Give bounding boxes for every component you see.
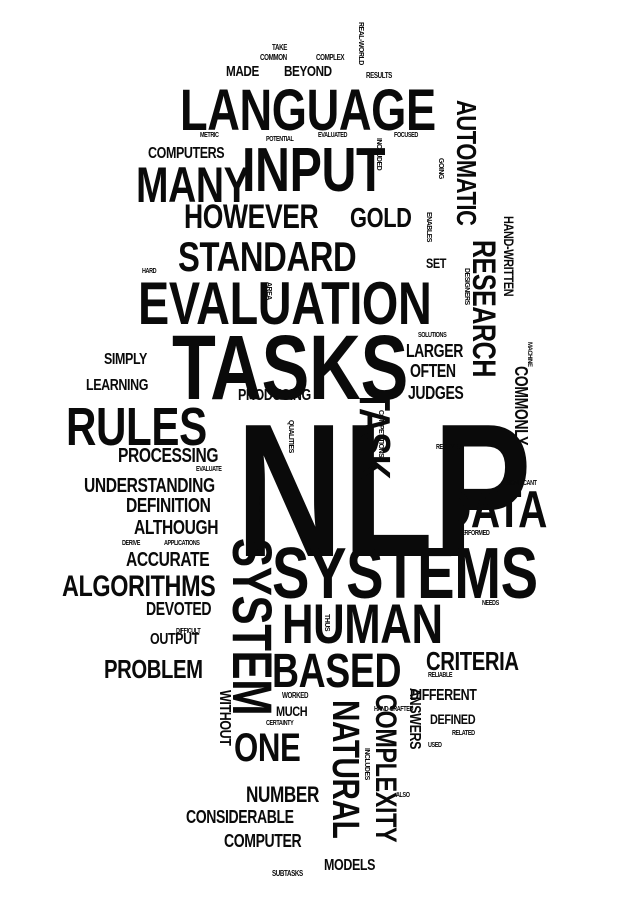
word-computer: COMPUTER (224, 831, 302, 851)
word-without: WITHOUT (216, 690, 233, 746)
word-systems: SYSTEMS (272, 534, 538, 614)
word-processing: PROCESSING (118, 445, 219, 467)
word-models: MODELS (324, 857, 376, 874)
word-worked: WORKED (282, 691, 309, 700)
word-language: LANGUAGE (180, 78, 436, 143)
word-automatic: AUTOMATIC (451, 100, 482, 226)
word-human: HUMAN (282, 592, 443, 655)
word-included: INCLUDED (375, 138, 382, 171)
word-defined: DEFINED (430, 711, 476, 727)
word-often: OFTEN (410, 361, 456, 381)
word-algorithms: ALGORITHMS (62, 570, 216, 603)
word-definition: DEFINITION (126, 495, 211, 517)
word-tasks: TASKS (172, 317, 408, 419)
word-although: ALTHOUGH (134, 517, 219, 539)
word-considerable: CONSIDERABLE (186, 807, 294, 827)
word-solutions: SOLUTIONS (418, 332, 447, 339)
word-complex: COMPLEX (316, 53, 345, 62)
word-larger: LARGER (406, 341, 463, 361)
word-accurate: ACCURATE (126, 549, 210, 571)
word-also: ALSO (396, 792, 410, 799)
word-significant: SIGNIFICANT (506, 480, 537, 487)
word-made: MADE (226, 63, 259, 80)
word-going: GOING (437, 158, 444, 179)
word-task: TASK (350, 390, 399, 480)
word-focused: FOCUSED (394, 132, 418, 139)
word-evaluation: EVALUATION (138, 270, 432, 337)
word-performed: PERFORMED (458, 530, 490, 537)
word-number: NUMBER (246, 782, 319, 807)
word-enables: ENABLES (425, 212, 432, 242)
word-solving: SOLVING (257, 496, 264, 524)
word-hand-written: HAND-WRITTEN (501, 216, 517, 297)
word-hard: HARD (142, 268, 157, 275)
word-metric: METRIC (200, 132, 219, 139)
word-needs: NEEDS (482, 600, 499, 607)
word-area: AREA (265, 282, 272, 300)
word-hand-crafted: HAND-CRAFTED (374, 706, 413, 713)
word-understanding: UNDERSTANDING (84, 475, 215, 497)
word-applications: APPLICATIONS (164, 540, 200, 547)
word-take: TAKE (272, 43, 287, 52)
word-machine: MACHINE (526, 342, 532, 367)
word-gold: GOLD (350, 202, 412, 233)
word-rules: RULES (66, 397, 207, 457)
word-derive: DERIVE (122, 540, 140, 547)
word-problem: PROBLEM (104, 654, 203, 684)
word-different: DIFFERENT (410, 687, 477, 704)
word-producing: PRODUCING (238, 387, 311, 404)
word-used: USED (428, 742, 442, 749)
word-potential: POTENTIAL (266, 136, 294, 143)
word-criteria: CRITERIA (426, 646, 519, 676)
word-much: MUCH (276, 703, 308, 719)
word-beyond: BEYOND (284, 63, 332, 80)
word-complexity: COMPLEXITY (369, 694, 402, 843)
word-one: ONE (234, 726, 301, 770)
word-designers: DESIGNERS (463, 268, 470, 305)
word-natural: NATURAL (324, 700, 366, 839)
word-thus: THUS (323, 614, 330, 632)
word-based: BASED (272, 645, 402, 698)
word-output: OUTPUT (150, 631, 199, 648)
word-evaluated: EVALUATED (318, 132, 348, 139)
word-related: RELATED (452, 730, 475, 737)
word-nlp: NLP (236, 385, 532, 597)
word-standard: STANDARD (178, 233, 357, 280)
word-common: COMMON (260, 53, 287, 62)
word-received: RECEIVED (436, 444, 461, 451)
word-subtasks: SUBTASKS (272, 869, 303, 878)
word-results: RESULTS (366, 71, 392, 80)
word-difficult: DIFFICULT (176, 628, 201, 635)
word-qualities: QUALITIES (287, 420, 294, 453)
word-data: DATA (442, 481, 548, 539)
word-however: HOWEVER (184, 198, 319, 236)
word-research: RESEARCH (466, 240, 502, 377)
word-reliable: RELIABLE (428, 672, 453, 679)
word-set: SET (426, 255, 447, 271)
word-commonly: COMMONLY (511, 366, 531, 446)
word-evaluate: EVALUATE (196, 466, 222, 473)
word-judges: JUDGES (408, 383, 464, 403)
word-computers: COMPUTERS (148, 145, 225, 162)
word-many: MANY (136, 157, 250, 213)
word-answers: ANSWERS (406, 688, 423, 750)
word-includes: INCLUDES (363, 748, 370, 780)
word-certainty: CERTAINTY (266, 720, 294, 727)
word-real-world: REAL-WORLD (357, 22, 364, 65)
word-learning: LEARNING (86, 377, 149, 394)
word-input: INPUT (242, 136, 386, 205)
word-simply: SIMPLY (104, 351, 147, 368)
word-competitions: COMPETITIONS (377, 410, 384, 458)
word-devoted: DEVOTED (146, 599, 212, 619)
